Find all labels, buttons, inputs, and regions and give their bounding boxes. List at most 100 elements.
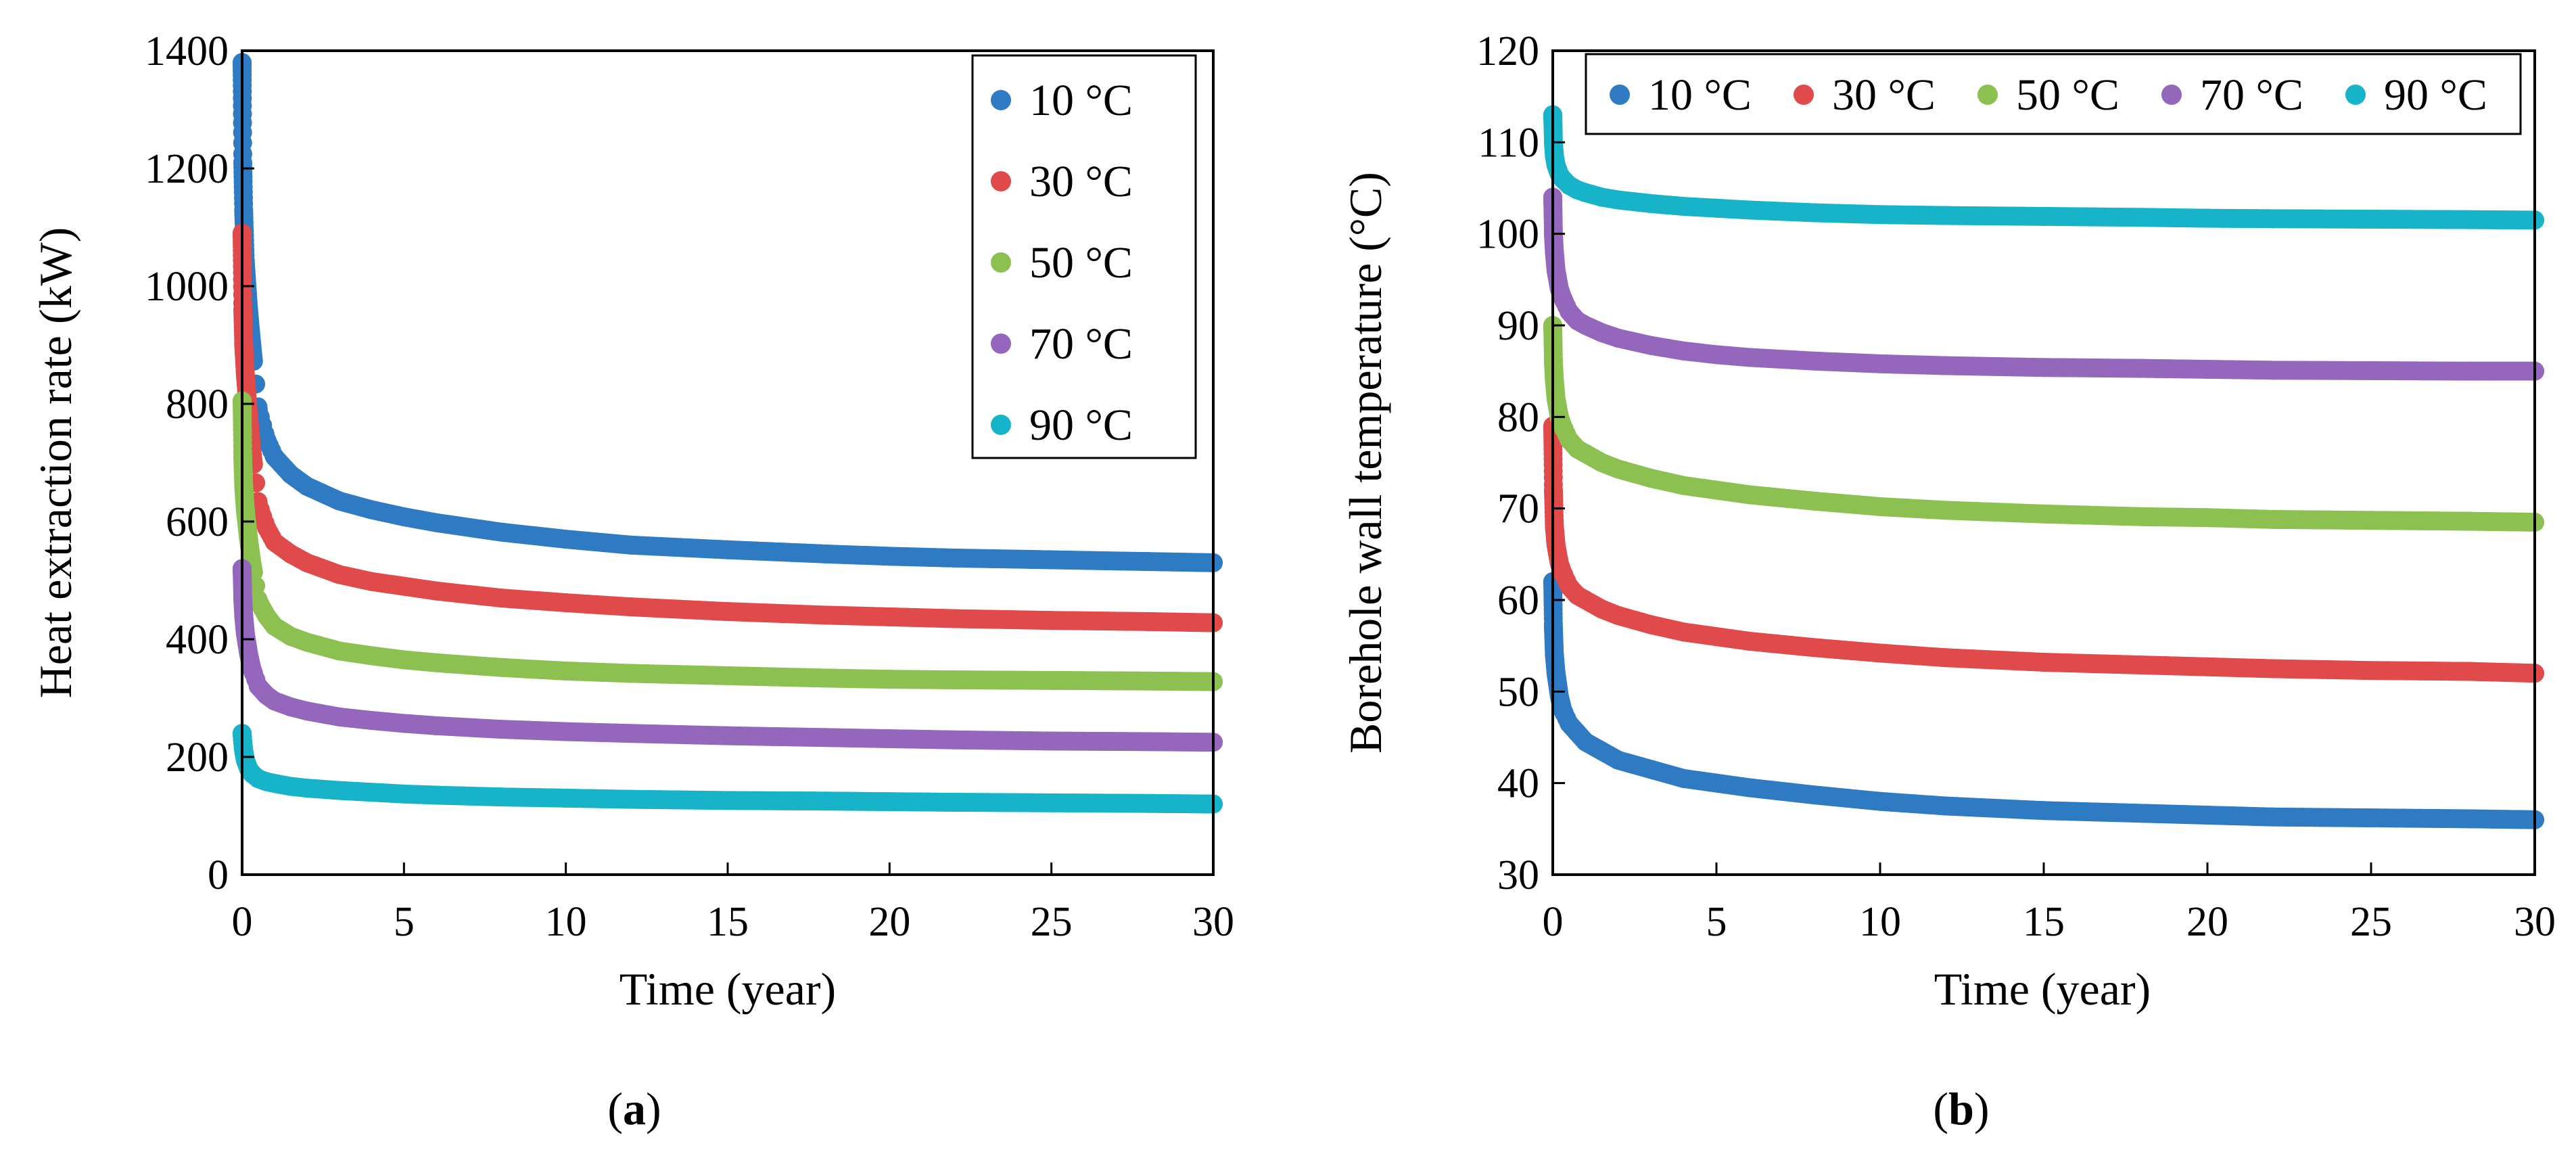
data-point bbox=[1546, 535, 1566, 555]
data-point bbox=[1576, 732, 1595, 752]
data-point bbox=[1546, 260, 1566, 280]
data-point bbox=[1041, 670, 1061, 690]
data-point bbox=[235, 365, 255, 384]
data-point bbox=[1546, 389, 1566, 409]
data-point bbox=[621, 535, 640, 555]
data-point bbox=[1936, 796, 1955, 816]
data-point bbox=[1707, 345, 1726, 365]
data-point bbox=[1139, 793, 1158, 813]
data-point bbox=[362, 572, 381, 591]
data-point bbox=[1041, 611, 1061, 630]
data-point bbox=[945, 609, 964, 628]
data-point bbox=[2198, 359, 2217, 379]
data-point bbox=[239, 530, 258, 549]
data-point bbox=[815, 791, 835, 811]
data-point bbox=[1936, 356, 1955, 375]
data-point bbox=[1041, 550, 1061, 570]
data-point bbox=[1871, 643, 1890, 663]
data-point bbox=[2263, 659, 2282, 678]
data-point bbox=[556, 661, 576, 681]
data-point bbox=[256, 430, 276, 449]
x-axis-label-a: Time (year) bbox=[619, 963, 836, 1015]
y-tick-label: 1000 bbox=[145, 264, 229, 310]
data-point bbox=[1041, 731, 1061, 751]
data-point bbox=[256, 517, 276, 537]
data-point bbox=[394, 784, 414, 804]
data-point bbox=[264, 691, 284, 711]
x-tick-label: 25 bbox=[1031, 899, 1073, 945]
x-tick-label: 30 bbox=[1192, 899, 1234, 945]
data-point bbox=[1139, 671, 1158, 691]
data-point bbox=[2198, 806, 2217, 825]
data-point bbox=[880, 670, 899, 689]
data-point bbox=[297, 779, 317, 798]
data-point bbox=[1871, 497, 1890, 516]
data-point bbox=[718, 726, 737, 745]
legend-marker bbox=[991, 171, 1011, 191]
data-point bbox=[1592, 599, 1612, 619]
data-point bbox=[234, 336, 254, 354]
data-point bbox=[1739, 485, 1759, 505]
data-point bbox=[2132, 507, 2152, 526]
data-point bbox=[1545, 371, 1564, 390]
data-point bbox=[329, 491, 349, 511]
data-point bbox=[1641, 615, 1661, 635]
series-10c-b bbox=[1543, 572, 2544, 829]
data-point bbox=[2263, 807, 2282, 827]
data-point bbox=[718, 540, 737, 559]
data-point bbox=[1592, 453, 1612, 472]
series-50c-a bbox=[233, 391, 1223, 691]
data-point bbox=[248, 591, 268, 611]
data-point bbox=[2362, 661, 2381, 681]
data-point bbox=[329, 641, 349, 661]
data-point bbox=[242, 659, 262, 678]
data-point bbox=[491, 589, 511, 608]
data-point bbox=[281, 697, 300, 717]
data-point bbox=[2198, 657, 2217, 676]
data-point bbox=[2460, 511, 2479, 531]
data-point bbox=[264, 616, 284, 636]
data-point bbox=[718, 666, 737, 685]
data-point bbox=[264, 774, 284, 793]
y-tick-label: 400 bbox=[166, 617, 229, 663]
data-point bbox=[1674, 476, 1693, 495]
legend-marker bbox=[991, 415, 1011, 435]
data-point bbox=[2034, 801, 2053, 821]
data-point bbox=[621, 664, 640, 683]
data-point bbox=[1641, 760, 1661, 779]
data-point bbox=[815, 544, 835, 563]
data-point bbox=[1739, 778, 1759, 798]
y-tick-label: 1200 bbox=[145, 146, 229, 192]
data-point bbox=[556, 788, 576, 808]
data-point bbox=[281, 465, 300, 484]
legend-label: 10 °C bbox=[1029, 76, 1133, 125]
data-point bbox=[297, 476, 317, 496]
data-point bbox=[1608, 606, 1628, 626]
data-point bbox=[362, 783, 381, 802]
data-point bbox=[1707, 480, 1726, 500]
data-point bbox=[815, 605, 835, 625]
data-point bbox=[235, 500, 255, 520]
data-point bbox=[2132, 804, 2152, 823]
data-point bbox=[945, 730, 964, 750]
data-point bbox=[2034, 504, 2053, 524]
data-point bbox=[427, 653, 446, 672]
data-point bbox=[1576, 444, 1595, 463]
legend-label: 30 °C bbox=[1029, 157, 1133, 206]
data-point bbox=[2263, 361, 2282, 380]
data-point bbox=[945, 792, 964, 812]
data-point bbox=[362, 500, 381, 520]
y-tick-label: 200 bbox=[166, 735, 229, 781]
data-point bbox=[2132, 655, 2152, 675]
data-point bbox=[1805, 785, 1825, 805]
data-point bbox=[1139, 612, 1158, 631]
data-point bbox=[427, 716, 446, 735]
data-point bbox=[329, 565, 349, 584]
data-point bbox=[880, 607, 899, 626]
data-point bbox=[362, 711, 381, 731]
data-point bbox=[1641, 469, 1661, 488]
series-10c-a bbox=[233, 53, 1223, 572]
data-point bbox=[718, 602, 737, 622]
